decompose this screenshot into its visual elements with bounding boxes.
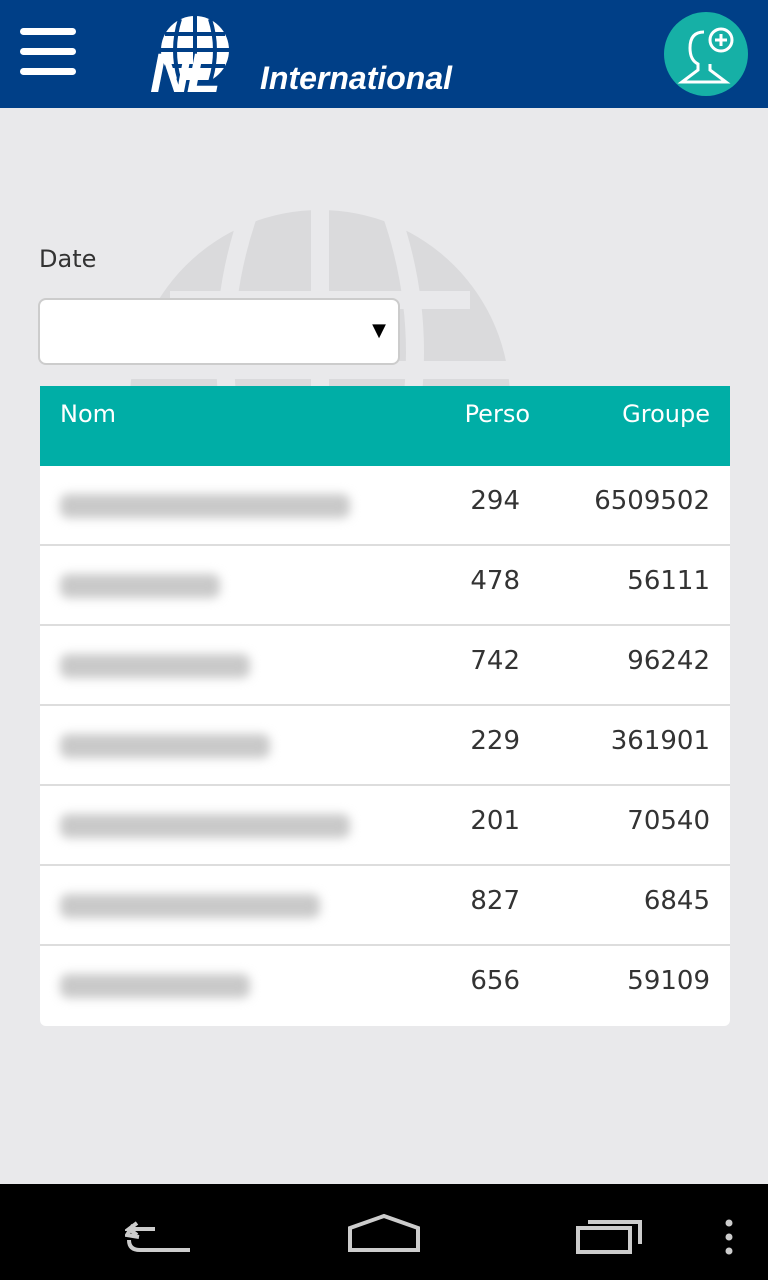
blurred-name bbox=[60, 654, 250, 678]
perso-value: 201 bbox=[470, 806, 520, 836]
blurred-name bbox=[60, 574, 220, 598]
groupe-value: 59109 bbox=[627, 966, 710, 996]
date-select[interactable]: ▼ bbox=[38, 298, 400, 365]
table-row[interactable]: 827 6845 bbox=[40, 866, 730, 946]
blurred-name bbox=[60, 734, 270, 758]
perso-value: 656 bbox=[470, 966, 520, 996]
back-icon[interactable] bbox=[125, 1217, 195, 1257]
perso-value: 742 bbox=[470, 646, 520, 676]
blurred-name bbox=[60, 894, 320, 918]
column-header-groupe[interactable]: Groupe bbox=[622, 400, 710, 428]
table-row[interactable]: 656 59109 bbox=[40, 946, 730, 1026]
dropdown-arrow-icon: ▼ bbox=[372, 320, 386, 341]
system-nav-bar bbox=[0, 1184, 768, 1280]
groupe-value: 96242 bbox=[627, 646, 710, 676]
logo-mark: NL bbox=[150, 41, 221, 104]
home-icon[interactable] bbox=[346, 1212, 422, 1254]
table-row[interactable]: 294 6509502 bbox=[40, 466, 730, 546]
table-header: Nom Perso Groupe bbox=[40, 386, 730, 466]
perso-value: 478 bbox=[470, 566, 520, 596]
groupe-value: 6509502 bbox=[594, 486, 710, 516]
table-row[interactable]: 742 96242 bbox=[40, 626, 730, 706]
table-row[interactable]: 229 361901 bbox=[40, 706, 730, 786]
perso-value: 294 bbox=[470, 486, 520, 516]
perso-value: 827 bbox=[470, 886, 520, 916]
table-row[interactable]: 478 56111 bbox=[40, 546, 730, 626]
recent-apps-icon[interactable] bbox=[574, 1216, 646, 1256]
globe-icon bbox=[161, 16, 229, 80]
groupe-value: 56111 bbox=[627, 566, 710, 596]
date-label: Date bbox=[39, 245, 97, 273]
perso-value: 229 bbox=[470, 726, 520, 756]
blurred-name bbox=[60, 974, 250, 998]
nl-international-logo: NL International bbox=[150, 10, 520, 104]
blurred-name bbox=[60, 494, 350, 518]
hamburger-menu-icon[interactable] bbox=[20, 28, 76, 76]
column-header-nom[interactable]: Nom bbox=[60, 400, 117, 428]
overflow-menu-icon[interactable] bbox=[722, 1218, 736, 1256]
blurred-name bbox=[60, 814, 350, 838]
logo-text: International bbox=[260, 60, 453, 96]
top-app-bar: NL International bbox=[0, 0, 768, 108]
results-table: Nom Perso Groupe 294 6509502 478 56111 7… bbox=[40, 386, 730, 1026]
table-row[interactable]: 201 70540 bbox=[40, 786, 730, 866]
groupe-value: 361901 bbox=[610, 726, 710, 756]
add-user-icon bbox=[677, 27, 734, 84]
groupe-value: 70540 bbox=[627, 806, 710, 836]
column-header-perso[interactable]: Perso bbox=[464, 400, 530, 428]
groupe-value: 6845 bbox=[643, 886, 710, 916]
add-user-button[interactable] bbox=[664, 12, 748, 96]
